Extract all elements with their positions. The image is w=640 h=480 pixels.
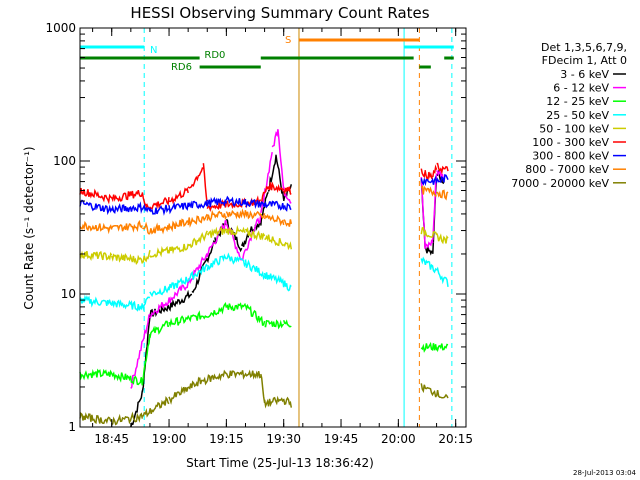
timestamp: 28-Jul-2013 03:04	[573, 469, 637, 477]
attenuator-label-s: S	[285, 35, 291, 46]
x-axis-label: Start Time (25-Jul-13 18:36:42)	[186, 456, 374, 470]
attenuator-label-n: N	[150, 45, 157, 56]
legend-label-0: 3 - 6 keV	[560, 68, 609, 81]
y-tick-label-2: 100	[53, 154, 76, 168]
series-line-3	[79, 252, 449, 312]
legend-label-5: 100 - 300 keV	[532, 136, 609, 149]
x-tick-label-5: 20:00	[381, 432, 416, 446]
y-tick-label-3: 1000	[45, 21, 76, 35]
plot-frame	[79, 27, 467, 428]
series-line-1	[130, 128, 445, 389]
legend: Det 1,3,5,6,7,9, FDecim 1, Att 0 3 - 6 k…	[511, 41, 627, 190]
x-tick-label-3: 19:30	[266, 432, 301, 446]
legend-label-1: 6 - 12 keV	[553, 82, 609, 95]
legend-header-line-1: Det 1,3,5,6,7,9,	[541, 41, 627, 54]
legend-header-line-2: FDecim 1, Att 0	[542, 54, 627, 67]
legend-label-3: 25 - 50 keV	[546, 109, 609, 122]
series-line-4	[79, 224, 449, 266]
legend-label-7: 800 - 7000 keV	[525, 163, 609, 176]
x-tick-label-2: 19:15	[209, 432, 244, 446]
series-line-7	[79, 185, 449, 235]
legend-label-6: 300 - 800 keV	[532, 150, 609, 163]
series-line-5	[79, 162, 449, 213]
legend-label-4: 50 - 100 keV	[539, 122, 609, 135]
x-tick-label-1: 19:00	[152, 432, 187, 446]
y-tick-label-0: 1	[68, 420, 76, 434]
attenuator-label-rd6: RD6	[171, 62, 192, 73]
series-line-6	[79, 173, 449, 216]
x-tick-label-4: 19:45	[324, 432, 359, 446]
series-line-8	[79, 369, 449, 426]
y-axis-label: Count Rate (s⁻¹ detector⁻¹)	[22, 146, 36, 309]
series-line-2	[79, 302, 449, 386]
attenuator-label-rd0: RD0	[204, 50, 225, 61]
chart-title: HESSI Observing Summary Count Rates	[130, 4, 429, 22]
x-tick-label-0: 18:45	[94, 432, 129, 446]
legend-label-2: 12 - 25 keV	[546, 95, 609, 108]
plot-area: N S RD0 RD6 1 10 100 1000 18:45 19:00 19:15 19:30 19…	[45, 21, 473, 446]
y-tick-label-1: 10	[61, 287, 76, 301]
x-tick-label-6: 20:15	[438, 432, 473, 446]
legend-label-8: 7000 - 20000 keV	[511, 177, 609, 190]
